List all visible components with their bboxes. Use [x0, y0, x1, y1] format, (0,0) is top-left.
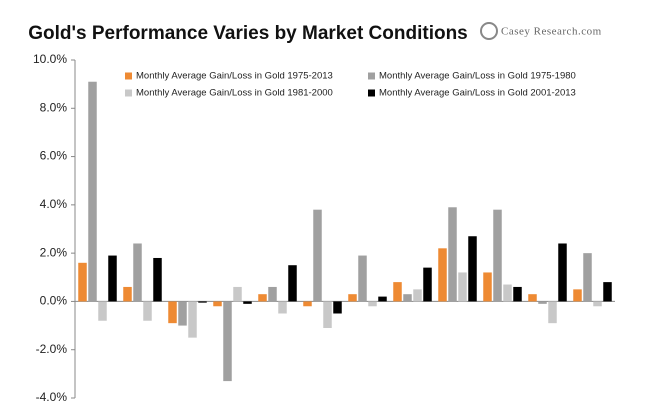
bar: [403, 294, 412, 302]
bar: [243, 301, 252, 304]
bar: [278, 301, 287, 314]
brand: Casey Research.com: [501, 26, 602, 38]
bar: [98, 301, 107, 321]
bar: [423, 267, 432, 302]
y-tick-label: 0.0%: [40, 294, 68, 308]
y-tick-label: 4.0%: [40, 197, 68, 211]
bar: [448, 207, 457, 302]
bar: [288, 265, 297, 302]
bar: [483, 272, 492, 302]
bar: [223, 301, 232, 382]
y-tick-label: 10.0%: [33, 52, 67, 66]
y-tick-label: 2.0%: [40, 245, 68, 259]
bar: [393, 282, 402, 302]
bar: [558, 243, 567, 302]
bar: [348, 294, 357, 302]
bar: [198, 301, 207, 303]
bar: [573, 289, 582, 302]
legend-swatch: [125, 89, 132, 97]
bar: [493, 209, 502, 302]
bar: [413, 289, 422, 302]
brand-logo: [480, 22, 498, 40]
y-tick-label: -4.0%: [36, 390, 68, 404]
chart-title: Gold's Performance Varies by Market Cond…: [28, 23, 468, 44]
bar: [458, 272, 467, 302]
legend-label: Monthly Average Gain/Loss in Gold 2001-2…: [379, 88, 576, 99]
bar: [538, 301, 547, 304]
bar: [583, 253, 592, 302]
bar: [468, 236, 477, 302]
y-tick-label: -2.0%: [36, 342, 68, 356]
bar: [303, 301, 312, 307]
bar: [603, 282, 612, 302]
bar: [333, 301, 342, 314]
legend-swatch: [368, 72, 375, 80]
y-tick-label: 6.0%: [40, 149, 68, 163]
legend-label: Monthly Average Gain/Loss in Gold 1981-2…: [136, 88, 333, 99]
bar: [143, 301, 152, 321]
bar: [258, 294, 267, 302]
bar: [438, 248, 447, 302]
bar: [133, 243, 142, 302]
bar: [378, 296, 387, 302]
bar: [358, 255, 367, 302]
bar: [368, 301, 377, 307]
bar: [548, 301, 557, 324]
bar: [188, 301, 197, 338]
bar: [168, 301, 177, 324]
legend-label: Monthly Average Gain/Loss in Gold 1975-2…: [136, 71, 333, 82]
bar: [268, 286, 277, 302]
bar: [593, 301, 602, 307]
legend-label: Monthly Average Gain/Loss in Gold 1975-1…: [379, 71, 576, 82]
bar: [213, 301, 222, 307]
legend-swatch: [125, 72, 132, 80]
bar: [108, 255, 117, 302]
bar: [178, 301, 187, 326]
bar: [88, 81, 97, 302]
bar: [123, 286, 132, 302]
bar: [233, 286, 242, 302]
bar: [78, 262, 87, 302]
bar: [153, 257, 162, 302]
y-tick-label: 8.0%: [40, 100, 68, 114]
bar: [323, 301, 332, 328]
legend-swatch: [368, 89, 375, 97]
bar: [513, 286, 522, 302]
bar: [528, 294, 537, 302]
bar: [503, 284, 512, 302]
bar: [313, 209, 322, 302]
